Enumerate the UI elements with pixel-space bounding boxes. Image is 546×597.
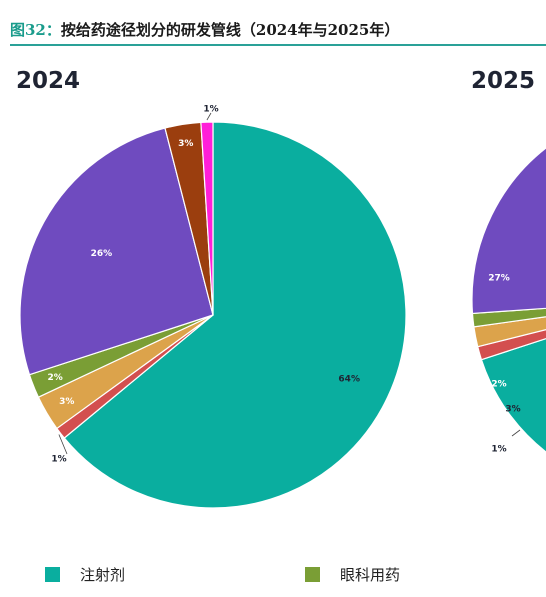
pie-chart-2024: 2024 64% 1% 3% 2% 26% 3% 1% (16, 68, 407, 509)
pie-2025-title: 2025 (471, 68, 535, 94)
pie-charts: 2024 64% 1% 3% 2% 26% 3% 1% 2025 27% 2% 3% 1% (16, 68, 546, 509)
figure-title: 图32：按给药途径划分的研发管线（2024年与2025年） (10, 19, 399, 40)
figure-title-text: 按给药途径划分的研发管线（2024年与2025年） (60, 21, 400, 39)
legend-swatch-ophthalmic (305, 567, 320, 582)
pie-2024-label-6: 1% (203, 105, 218, 115)
pie-2024-slice-6 (200, 121, 214, 316)
pie-2025-label-0: 27% (488, 274, 510, 284)
pie-2025-slice-4 (471, 147, 546, 315)
pie-2025-label-3: 1% (491, 445, 506, 455)
pie-2025-slice-0 (480, 338, 546, 453)
pie-2024-label-4: 26% (91, 249, 113, 259)
pie-2024-title: 2024 (16, 68, 80, 94)
pie-2025-label-2: 3% (505, 405, 520, 415)
pie-2024-label-0: 64% (338, 375, 360, 385)
pie-2024-label-1: 1% (51, 455, 66, 465)
legend-item-ophthalmic: 眼科用药 (305, 564, 400, 585)
title-rule (10, 44, 546, 46)
figure-number: 图32： (10, 21, 61, 39)
pie-2024-slice-0 (63, 121, 407, 509)
pie-2024-slice-4 (19, 127, 214, 376)
pie-2025-leader (511, 429, 521, 437)
legend-label-injection: 注射剂 (80, 566, 126, 584)
legend-item-injection: 注射剂 (45, 564, 125, 585)
legend-swatch-injection (45, 567, 60, 582)
pie-chart-2025: 2025 27% 2% 3% 1% (471, 68, 546, 455)
pie-2024-label-5: 3% (178, 139, 193, 149)
pie-2024-leader-6 (206, 112, 212, 121)
pie-2024-label-2: 3% (59, 397, 74, 407)
pie-2024-label-3: 2% (47, 373, 62, 383)
pie-2024-slices: 64% 1% 3% 2% 26% 3% 1% (19, 105, 407, 509)
pie-2025-label-1: 2% (491, 380, 506, 390)
legend: 注射剂 眼科用药 (0, 564, 546, 590)
pie-2025-partial: 27% 2% 3% 1% (471, 147, 546, 455)
pie-2024-leader-1 (58, 434, 68, 455)
legend-label-ophthalmic: 眼科用药 (340, 566, 401, 584)
